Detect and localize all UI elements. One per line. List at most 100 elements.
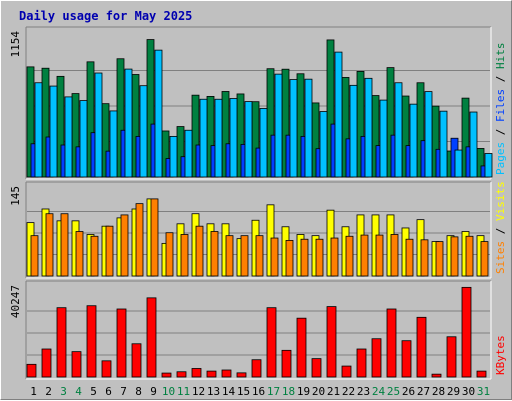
visits-bar-sites-day-5 bbox=[90, 235, 99, 277]
day-label-9: 9 bbox=[150, 385, 157, 398]
kbytes-bar-kbytes-day-1 bbox=[26, 363, 37, 378]
visits-legend: Sites / Visits bbox=[494, 181, 507, 274]
hits-bar-pages-day-28 bbox=[439, 110, 448, 178]
hits-legend: Pages / Files / Hits bbox=[494, 43, 507, 176]
visits-bar-sites-day-13 bbox=[210, 231, 219, 277]
hits-bar-pages-day-5 bbox=[94, 72, 103, 178]
visits-legend-sites: Sites bbox=[494, 241, 507, 274]
hits-bar-pages-day-9 bbox=[154, 49, 163, 178]
kbytes-bar-kbytes-day-26 bbox=[401, 340, 412, 378]
visits-bar-sites-day-27 bbox=[420, 239, 429, 277]
kbytes-bar-kbytes-day-14 bbox=[221, 369, 232, 378]
visits-bar-sites-day-10 bbox=[165, 232, 174, 277]
kbytes-bar-kbytes-day-6 bbox=[101, 360, 112, 378]
day-label-3: 3 bbox=[60, 385, 67, 398]
visits-bar-sites-day-25 bbox=[390, 234, 399, 277]
visits-bar-sites-day-23 bbox=[360, 234, 369, 277]
kbytes-bar-kbytes-day-17 bbox=[266, 307, 277, 378]
day-label-13: 13 bbox=[207, 385, 220, 398]
day-label-27: 27 bbox=[417, 385, 430, 398]
visits-bar-sites-day-4 bbox=[75, 231, 84, 277]
hits-bar-pages-day-21 bbox=[334, 51, 343, 178]
kbytes-bar-kbytes-day-24 bbox=[371, 338, 382, 378]
day-label-31: 31 bbox=[477, 385, 490, 398]
visits-bar-sites-day-24 bbox=[375, 234, 384, 277]
kbytes-bar-kbytes-day-8 bbox=[131, 343, 142, 378]
kbytes-bar-kbytes-day-11 bbox=[176, 371, 187, 378]
day-label-18: 18 bbox=[282, 385, 295, 398]
hits-legend-files: Files bbox=[494, 89, 507, 122]
hits-bar-pages-day-18 bbox=[289, 79, 298, 178]
day-label-19: 19 bbox=[297, 385, 310, 398]
hits-bar-pages-day-13 bbox=[214, 98, 223, 178]
visits-bar-sites-day-12 bbox=[195, 225, 204, 277]
hits-bar-hits-day-1 bbox=[26, 66, 35, 178]
hits-legend-separator: / bbox=[494, 122, 507, 142]
hits-bar-pages-day-2 bbox=[49, 85, 58, 178]
hits-bar-pages-day-29 bbox=[454, 149, 463, 178]
visits-bar-sites-day-28 bbox=[435, 241, 444, 277]
day-label-15: 15 bbox=[237, 385, 250, 398]
visits-bar-sites-day-22 bbox=[345, 235, 354, 277]
hits-bar-hits-day-21 bbox=[326, 39, 335, 178]
hits-bar-pages-day-12 bbox=[199, 98, 208, 178]
day-label-25: 25 bbox=[387, 385, 400, 398]
kbytes-legend: KBytes bbox=[494, 335, 507, 375]
kbytes-bar-kbytes-day-29 bbox=[446, 336, 457, 378]
visits-bar-sites-day-18 bbox=[285, 240, 294, 277]
visits-bar-sites-day-15 bbox=[240, 235, 249, 277]
visits-bar-sites-day-17 bbox=[270, 237, 279, 277]
kbytes-bar-kbytes-day-22 bbox=[341, 365, 352, 378]
kbytes-bar-kbytes-day-7 bbox=[116, 308, 127, 378]
kbytes-bar-kbytes-day-13 bbox=[206, 370, 217, 378]
hits-bar-pages-day-31 bbox=[484, 153, 493, 178]
kbytes-bar-kbytes-day-25 bbox=[386, 308, 397, 378]
kbytes-bar-kbytes-day-10 bbox=[161, 372, 172, 378]
day-label-22: 22 bbox=[342, 385, 355, 398]
kbytes-bar-kbytes-day-27 bbox=[416, 316, 427, 378]
hits-bar-pages-day-23 bbox=[364, 77, 373, 178]
visits-bar-sites-day-2 bbox=[45, 213, 54, 277]
hits-bar-hits-day-30 bbox=[461, 97, 470, 178]
day-label-10: 10 bbox=[162, 385, 175, 398]
hits-bar-pages-day-16 bbox=[259, 108, 268, 178]
kbytes-bar-kbytes-day-15 bbox=[236, 372, 247, 378]
hits-bar-pages-day-6 bbox=[109, 110, 118, 178]
kbytes-bar-kbytes-day-19 bbox=[296, 317, 307, 378]
hits-bar-pages-day-1 bbox=[34, 82, 43, 178]
hits-bar-pages-day-8 bbox=[139, 85, 148, 178]
kbytes-bar-kbytes-day-28 bbox=[431, 373, 442, 378]
visits-bar-sites-day-20 bbox=[315, 238, 324, 277]
kbytes-bar-kbytes-day-30 bbox=[461, 286, 472, 378]
kbytes-bar-kbytes-day-4 bbox=[71, 351, 82, 378]
hits-bar-pages-day-11 bbox=[184, 129, 193, 178]
kbytes-bar-kbytes-day-31 bbox=[476, 370, 487, 378]
hits-legend-pages: Pages bbox=[494, 142, 507, 175]
visits-legend-visits: Visits bbox=[494, 181, 507, 221]
day-label-28: 28 bbox=[432, 385, 445, 398]
visits-bar-sites-day-14 bbox=[225, 235, 234, 277]
kbytes-legend-kbytes: KBytes bbox=[494, 335, 507, 375]
day-label-5: 5 bbox=[90, 385, 97, 398]
visits-bar-sites-day-21 bbox=[330, 237, 339, 277]
day-label-8: 8 bbox=[135, 385, 142, 398]
day-label-17: 17 bbox=[267, 385, 280, 398]
visits-bar-sites-day-9 bbox=[150, 198, 159, 277]
day-label-2: 2 bbox=[45, 385, 52, 398]
kbytes-bar-kbytes-day-16 bbox=[251, 359, 262, 378]
hits-bar-pages-day-15 bbox=[244, 101, 253, 178]
hits-bar-pages-day-10 bbox=[169, 135, 178, 178]
kbytes-bar-kbytes-day-18 bbox=[281, 349, 292, 378]
day-label-23: 23 bbox=[357, 385, 370, 398]
hits-bar-pages-day-3 bbox=[64, 96, 73, 178]
hits-bar-pages-day-14 bbox=[229, 98, 238, 178]
day-label-20: 20 bbox=[312, 385, 325, 398]
visits-bar-sites-day-19 bbox=[300, 238, 309, 277]
hits-legend-hits: Hits bbox=[494, 43, 507, 70]
kbytes-bar-kbytes-day-23 bbox=[356, 348, 367, 378]
hits-bar-pages-day-27 bbox=[424, 91, 433, 178]
hits-bar-pages-day-22 bbox=[349, 84, 358, 178]
visits-bar-sites-day-8 bbox=[135, 203, 144, 277]
